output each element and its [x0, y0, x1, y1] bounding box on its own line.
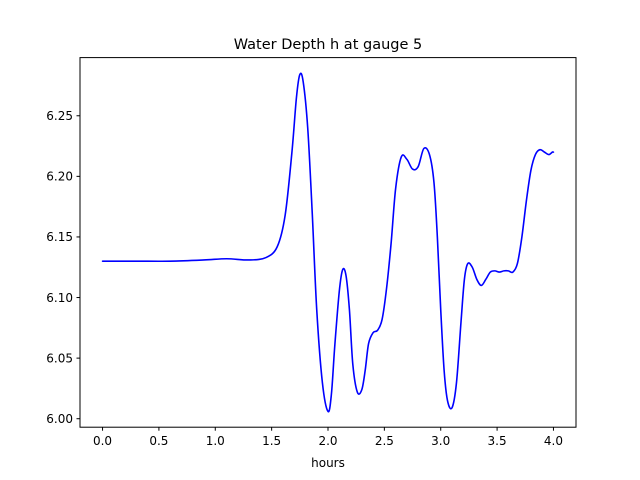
x-tick-label: 0.5 — [149, 434, 168, 448]
series-group — [101, 72, 555, 413]
x-axis: 0.0 0.5 1.0 1.5 2.0 2.5 3.0 3.5 4.0 — [93, 427, 563, 448]
x-tick-label: 3.0 — [431, 434, 450, 448]
y-tick-label: 6.10 — [46, 291, 73, 305]
x-tick-label: 1.5 — [262, 434, 281, 448]
x-tick-label: 3.5 — [488, 434, 507, 448]
x-axis-label: hours — [311, 456, 345, 470]
y-axis: 6.00 6.05 6.10 6.15 6.20 6.25 — [46, 109, 80, 426]
x-tick-label: 0.0 — [93, 434, 112, 448]
x-tick-label: 1.0 — [206, 434, 225, 448]
chart-title: Water Depth h at gauge 5 — [234, 37, 422, 53]
plot-area: 0.0 0.5 1.0 1.5 2.0 2.5 3.0 3.5 4.0 6.00 6.05 6.10… — [46, 57, 577, 448]
x-tick-label: 2.0 — [318, 434, 337, 448]
x-tick-label: 2.5 — [375, 434, 394, 448]
series-line-0 — [101, 72, 555, 413]
x-tick-label: 4.0 — [544, 434, 563, 448]
y-tick-label: 6.20 — [46, 170, 73, 184]
y-tick-label: 6.00 — [46, 412, 73, 426]
y-tick-label: 6.15 — [46, 230, 73, 244]
y-tick-label: 6.25 — [46, 109, 73, 123]
y-tick-label: 6.05 — [46, 351, 73, 365]
